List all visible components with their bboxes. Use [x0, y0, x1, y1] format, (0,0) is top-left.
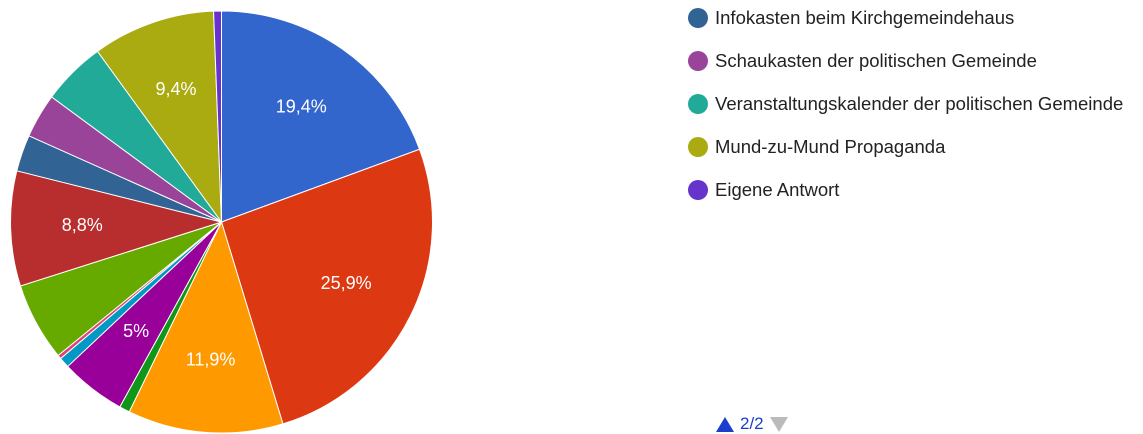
pie-slice [96, 10, 223, 224]
legend-label: Infokasten beim Kirchgemeindehaus [715, 7, 1015, 28]
legend-item: Infokasten beim Kirchgemeindehaus [688, 6, 1140, 30]
slice-label: 5% [123, 321, 149, 341]
pie-slice [220, 148, 433, 425]
legend-item: Veranstaltungskalender der politischen G… [688, 92, 1140, 116]
pie-slice [221, 10, 421, 223]
prev-page[interactable] [716, 416, 734, 432]
legend-item: Eigene Antwort [688, 178, 1140, 202]
legend-label: Schaukasten der politischen Gemeinde [715, 50, 1037, 71]
legend-swatch [688, 180, 708, 200]
chart: 19,4% 25,9% 11,9% 5% 8,8% 9,4% [10, 10, 433, 434]
legend-swatch [688, 137, 708, 157]
pie-slice [213, 10, 222, 223]
slice-label: 11,9% [186, 350, 236, 370]
legend-label: Mund-zu-Mund Propaganda [715, 136, 946, 157]
legend-swatch [688, 8, 708, 28]
slice-label: 19,4% [276, 97, 327, 117]
legend-label: Eigene Antwort [715, 179, 840, 200]
slice-label: 8,8% [62, 215, 103, 235]
legend-item: Schaukasten der politischen Gemeinde [688, 49, 1140, 73]
pie-slice [10, 170, 224, 287]
legend-label: Veranstaltungskalender der politischen G… [715, 93, 1124, 114]
next-page[interactable] [769, 416, 788, 432]
page-indicator: 2/2 [740, 414, 764, 433]
legend: Infokasten beim Kirchgemeindehaus Schauka… [688, 6, 1138, 221]
legend-item: Mund-zu-Mund Propaganda [688, 135, 1140, 159]
pie-slice [128, 220, 284, 434]
slice-label: 25,9% [321, 273, 372, 293]
slice-label: 9,4% [155, 79, 196, 99]
legend-swatch [688, 51, 708, 71]
legend-swatch [688, 94, 708, 114]
pager: 2/2 [716, 413, 788, 434]
